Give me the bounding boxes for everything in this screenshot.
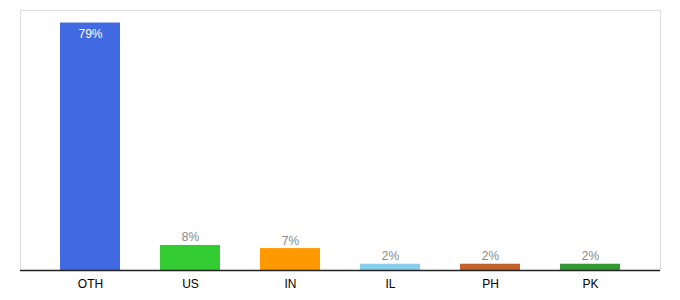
svg-text:PK: PK	[582, 277, 598, 291]
svg-text:OTH: OTH	[78, 277, 103, 291]
svg-text:2%: 2%	[482, 249, 500, 263]
svg-text:2%: 2%	[382, 249, 400, 263]
svg-text:US: US	[182, 277, 199, 291]
svg-text:79%: 79%	[78, 27, 102, 41]
svg-text:2%: 2%	[582, 249, 600, 263]
svg-text:IL: IL	[385, 277, 395, 291]
svg-text:IN: IN	[285, 277, 297, 291]
svg-text:7%: 7%	[282, 234, 300, 248]
svg-text:8%: 8%	[182, 230, 200, 244]
svg-text:PH: PH	[482, 277, 499, 291]
